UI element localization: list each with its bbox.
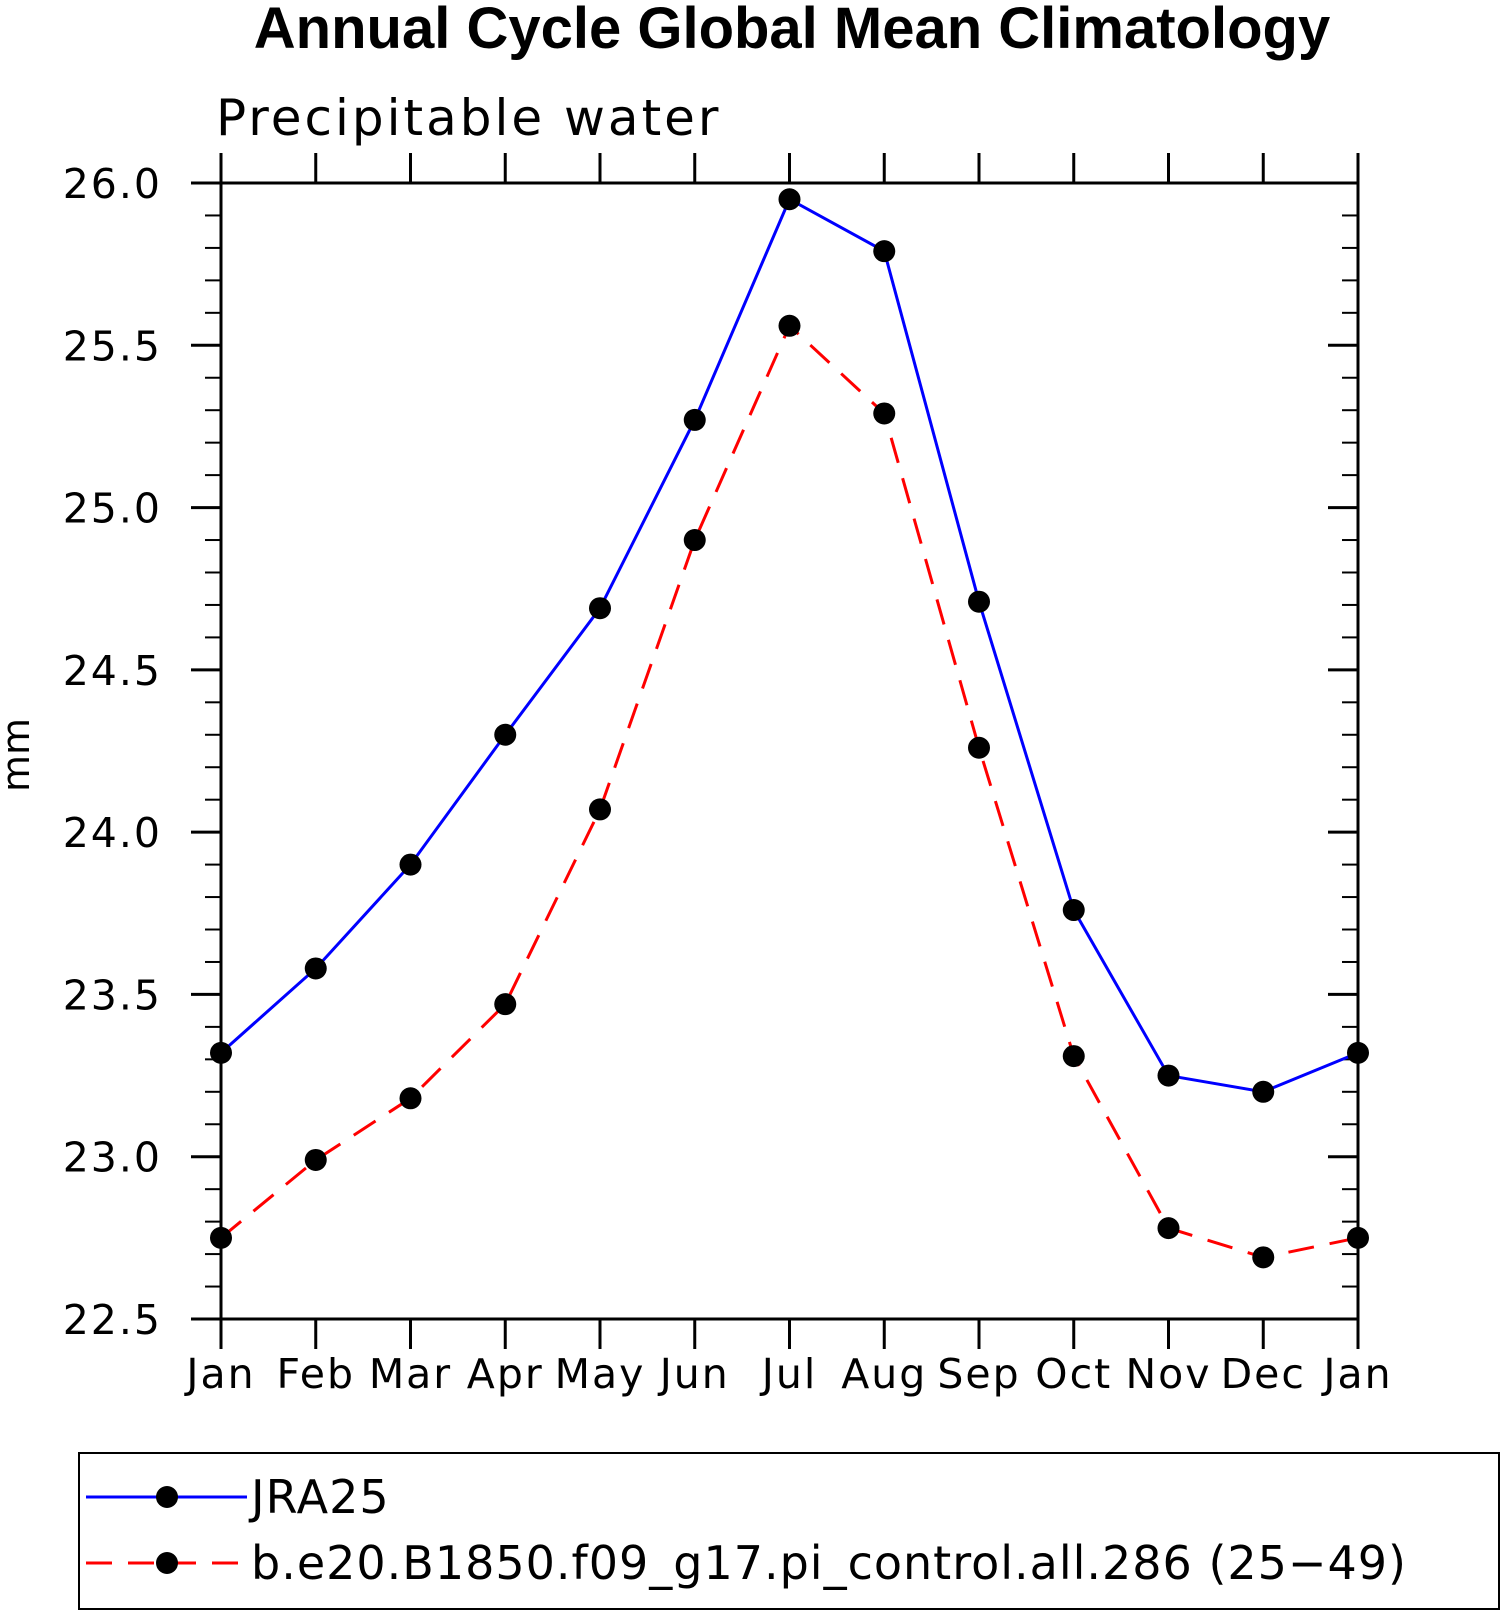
y-axis-label: mm: [0, 718, 38, 792]
x-tick-label: Oct: [1035, 1350, 1112, 1398]
chart-title: Annual Cycle Global Mean Climatology: [254, 0, 1330, 61]
data-point: [494, 723, 517, 746]
data-point: [399, 853, 422, 876]
data-point: [683, 529, 706, 552]
data-point: [873, 402, 896, 425]
y-tick-label: 24.5: [63, 647, 162, 695]
data-point: [210, 1041, 232, 1064]
x-tick-label: Apr: [467, 1350, 544, 1398]
x-tick-label: Nov: [1125, 1350, 1211, 1398]
data-point: [1157, 1217, 1180, 1240]
data-point: [1062, 899, 1085, 922]
data-point: [589, 798, 611, 821]
y-tick-label: 23.5: [63, 971, 162, 1019]
x-tick-label: Aug: [841, 1350, 927, 1398]
data-point: [1157, 1064, 1180, 1087]
plot-frame: [219, 181, 1360, 1321]
data-point: [968, 590, 990, 613]
data-point: [1252, 1080, 1275, 1103]
x-tick-label: Jun: [657, 1350, 730, 1398]
data-point: [873, 240, 896, 263]
data-point: [683, 408, 706, 431]
data-point: [1062, 1045, 1085, 1068]
legend-marker-0: [156, 1486, 178, 1508]
x-tick-label: Jan: [1320, 1350, 1392, 1398]
data-point: [968, 736, 990, 759]
y-tick-label: 26.0: [63, 160, 162, 208]
x-tick-label: Sep: [937, 1350, 1020, 1398]
x-tick-label: Dec: [1221, 1350, 1306, 1398]
series-line-1: [220, 323, 1359, 1259]
legend-label-0: JRA25: [248, 1470, 390, 1524]
y-tick-label: 24.0: [63, 809, 162, 857]
x-tick-labels: Jan Feb Mar Apr May Jun Jul Aug Sep Oct Nov Dec Jan: [183, 1350, 1392, 1398]
legend-box: [78, 1452, 1500, 1610]
data-point: [589, 597, 611, 620]
series-layer: [210, 188, 1369, 1269]
axis-ticks: [191, 153, 1360, 1349]
data-point: [778, 188, 801, 211]
data-point: [304, 1148, 327, 1171]
y-tick-label: 22.5: [63, 1296, 162, 1344]
data-point: [399, 1087, 422, 1110]
data-point: [494, 993, 517, 1016]
x-tick-label: Jan: [183, 1350, 255, 1398]
data-point: [1347, 1226, 1369, 1249]
data-point: [1252, 1246, 1275, 1269]
x-tick-label: Jul: [759, 1350, 817, 1398]
chart-subtitle: Precipitable water: [216, 89, 722, 147]
legend-label-1: b.e20.B1850.f09_g17.pi_control.all.286 (…: [251, 1536, 1407, 1590]
x-tick-label: May: [555, 1350, 646, 1398]
y-tick-label: 23.0: [63, 1134, 162, 1182]
x-tick-label: Mar: [369, 1350, 452, 1398]
data-point: [210, 1226, 232, 1249]
x-tick-label: Feb: [276, 1350, 355, 1398]
y-tick-label: 25.5: [63, 322, 162, 370]
y-tick-labels: 22.5 23.0 23.5 24.0 24.5 25.0 25.5 26.0: [63, 160, 162, 1344]
data-point: [778, 314, 801, 337]
data-point: [304, 957, 327, 980]
y-tick-label: 25.0: [63, 485, 162, 533]
data-point: [1347, 1041, 1369, 1064]
legend: JRA25 b.e20.B1850.f09_g17.pi_control.all.…: [86, 1470, 1407, 1590]
legend-marker-1: [156, 1552, 178, 1574]
